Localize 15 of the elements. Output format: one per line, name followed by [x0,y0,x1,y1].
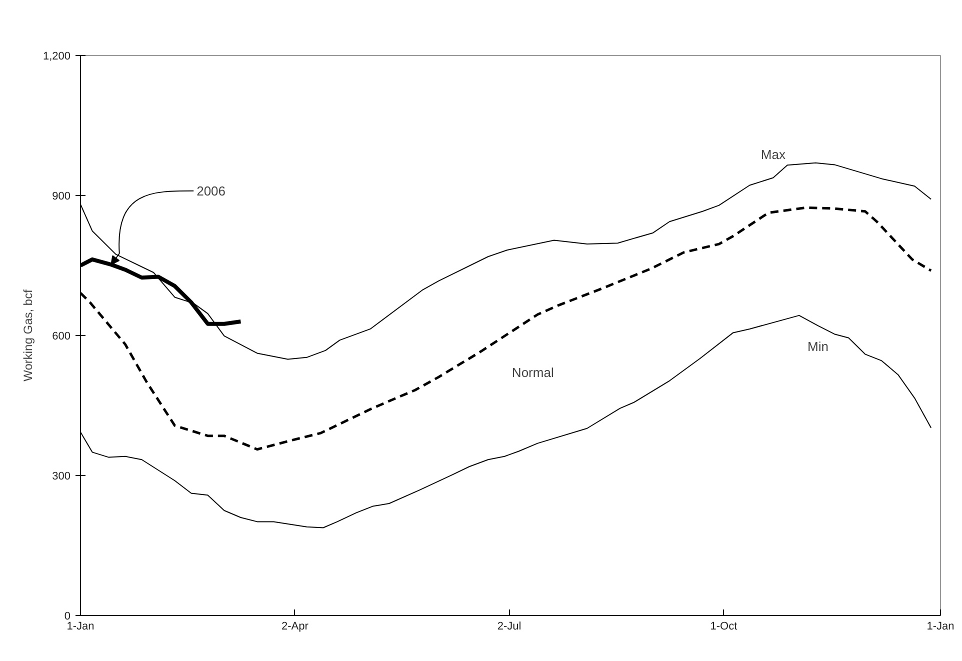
series-label: Min [808,339,828,354]
x-tick-label: 1-Oct [710,620,738,632]
series-label: Max [760,146,786,162]
x-tick-label: 1-Jan [926,620,954,632]
y-tick-label: 900 [52,190,71,202]
y-tick-label: 600 [52,330,71,342]
y-axis-title: Working Gas, bcf [20,288,35,382]
y-tick-label: 0 [64,610,71,622]
text: Normal [512,364,554,380]
x-tick-label: 1-Jan [66,620,94,632]
text: 2006 [196,183,226,198]
y-tick-label: 1,200 [42,50,71,62]
x-tick-label: 2-Jul [497,620,522,632]
y-tick-label: 300 [52,470,71,482]
x-tick-label: 2-Apr [281,620,309,632]
